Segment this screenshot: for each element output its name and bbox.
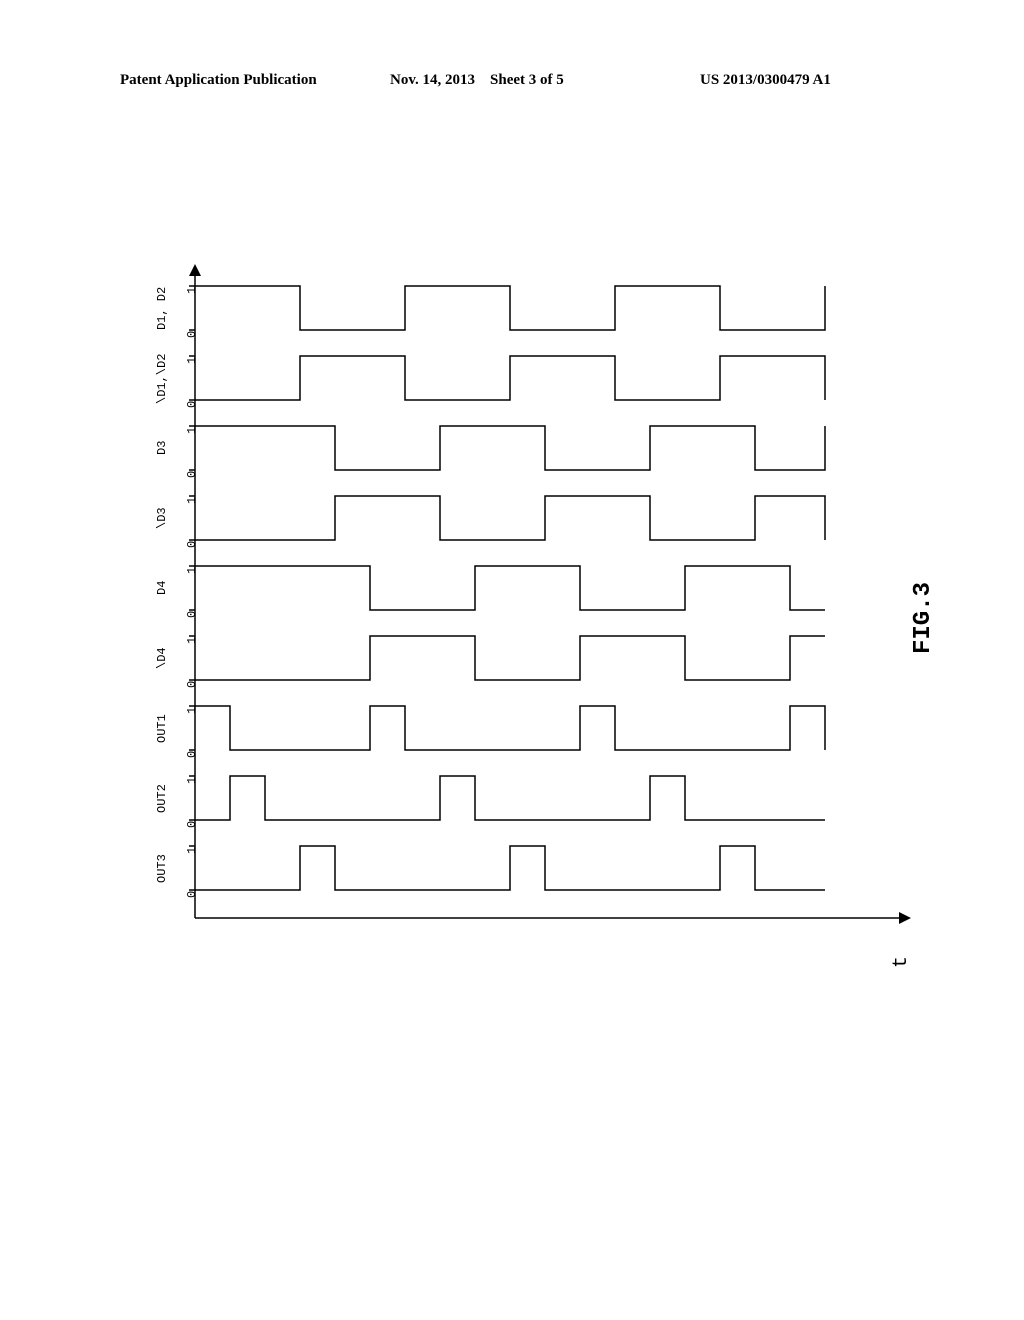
y-tick-low: 0: [185, 401, 199, 408]
y-tick-low: 0: [185, 541, 199, 548]
y-tick-high: 1: [185, 707, 199, 714]
signal-label-D1D2: \D1,\D2: [155, 354, 169, 404]
y-tick-low: 0: [185, 331, 199, 338]
signal-label-D1D2: D1, D2: [155, 287, 169, 330]
timing-diagram: 1 0 D1, D2 1 0 \D1,\D2 1 0 D3 1 0 \D3 1 0 D4 1 0 \D4 1 0 OUT…: [95, 260, 915, 1030]
signal-label-OUT1: OUT1: [155, 714, 169, 743]
y-tick-high: 1: [185, 427, 199, 434]
signal-label-D3: \D3: [155, 508, 169, 530]
timing-svg: [95, 260, 915, 1030]
y-tick-high: 1: [185, 567, 199, 574]
y-tick-low: 0: [185, 821, 199, 828]
header-right: US 2013/0300479 A1: [700, 72, 831, 89]
time-axis-label: t: [890, 956, 913, 968]
signal-label-OUT3: OUT3: [155, 854, 169, 883]
y-tick-high: 1: [185, 637, 199, 644]
y-tick-low: 0: [185, 751, 199, 758]
y-tick-low: 0: [185, 891, 199, 898]
x-axis-arrowhead-icon: [899, 912, 911, 924]
header-date: Nov. 14, 2013: [390, 72, 475, 88]
signal-label-D4: \D4: [155, 648, 169, 670]
y-tick-high: 1: [185, 847, 199, 854]
y-tick-high: 1: [185, 777, 199, 784]
header-sheet: Sheet 3 of 5: [490, 72, 564, 88]
y-tick-high: 1: [185, 357, 199, 364]
header-left: Patent Application Publication: [120, 72, 317, 89]
figure-caption: FIG.3: [910, 582, 937, 654]
signal-label-D3: D3: [155, 441, 169, 455]
y-axis-arrowhead-icon: [189, 264, 201, 276]
signal-label-D4: D4: [155, 581, 169, 595]
page: Patent Application Publication Nov. 14, …: [0, 0, 1024, 1320]
y-tick-high: 1: [185, 287, 199, 294]
y-tick-low: 0: [185, 681, 199, 688]
y-tick-low: 0: [185, 471, 199, 478]
y-tick-high: 1: [185, 497, 199, 504]
y-tick-low: 0: [185, 611, 199, 618]
header-center: Nov. 14, 2013 Sheet 3 of 5: [390, 72, 564, 89]
signal-label-OUT2: OUT2: [155, 784, 169, 813]
